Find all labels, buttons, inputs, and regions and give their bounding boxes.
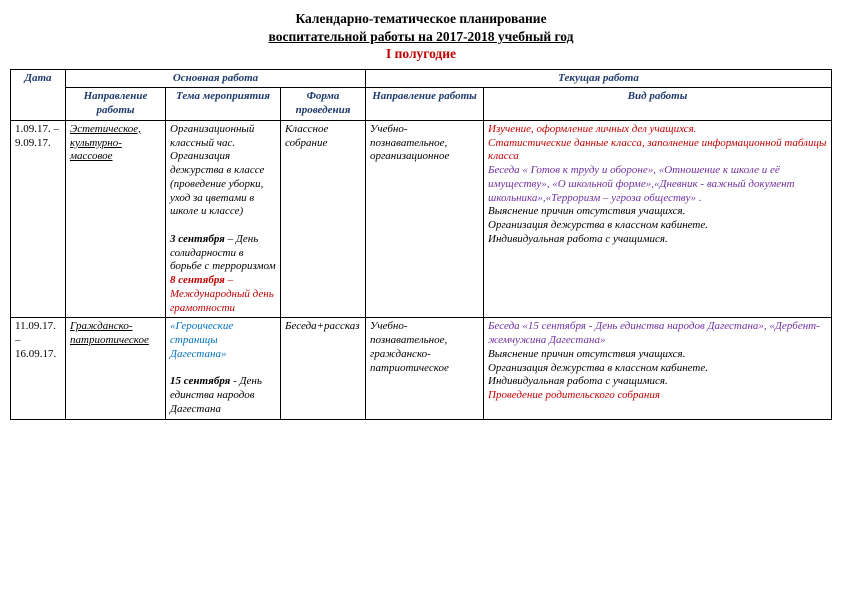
- title-line1: Календарно-тематическое планирование: [10, 10, 832, 28]
- title-block: Календарно-тематическое планирование вос…: [10, 10, 832, 63]
- title-line3: I полугодие: [10, 45, 832, 63]
- cell-direction: Гражданско-патриотическое: [66, 318, 166, 419]
- cell-date: 11.09.17. – 16.09.17.: [11, 318, 66, 419]
- th-direction: Направление работы: [66, 88, 166, 121]
- theme-p1: Организационный классный час.: [170, 123, 254, 149]
- header-row-2: Направление работы Тема мероприятия Форм…: [11, 88, 832, 121]
- th-main: Основная работа: [66, 69, 366, 88]
- type-red1: Изучение, оформление личных дел учащихся…: [488, 123, 696, 135]
- type-purple: Беседа «15 сентября - День единства наро…: [488, 320, 820, 346]
- theme-date2: 8 сентября: [170, 274, 225, 286]
- cell-type: Беседа «15 сентября - День единства наро…: [484, 318, 832, 419]
- type-black: Выяснение причин отсутствия учащихся. Ор…: [488, 205, 708, 245]
- th-direction2: Направление работы: [366, 88, 484, 121]
- cell-form: Классное собрание: [281, 120, 366, 318]
- cell-direction: Эстетическое, культурно-массовое: [66, 120, 166, 318]
- theme-blue: «Героические страницы Дагестана»: [170, 320, 233, 360]
- th-type: Вид работы: [484, 88, 832, 121]
- theme-date1: 15 сентября: [170, 375, 230, 387]
- th-form: Форма проведения: [281, 88, 366, 121]
- type-black: Выяснение причин отсутствия учащихся. Ор…: [488, 348, 708, 388]
- plan-table: Дата Основная работа Текущая работа Напр…: [10, 69, 832, 420]
- cell-theme: Организационный классный час. Организаци…: [166, 120, 281, 318]
- theme-date1: 3 сентября: [170, 233, 225, 245]
- th-theme: Тема мероприятия: [166, 88, 281, 121]
- theme-p2: Организация дежурства в классе (проведен…: [170, 150, 264, 217]
- cell-direction2: Учебно-познавательное, гражданско-патрио…: [366, 318, 484, 419]
- cell-form: Беседа+рассказ: [281, 318, 366, 419]
- th-date: Дата: [11, 69, 66, 120]
- cell-date: 1.09.17. – 9.09.17.: [11, 120, 66, 318]
- type-red2: Статистические данные класса, заполнение…: [488, 137, 826, 163]
- type-red: Проведение родительского собрания: [488, 389, 660, 401]
- cell-theme: «Героические страницы Дагестана» 15 сент…: [166, 318, 281, 419]
- table-row: 11.09.17. – 16.09.17. Гражданско-патриот…: [11, 318, 832, 419]
- header-row-1: Дата Основная работа Текущая работа: [11, 69, 832, 88]
- table-row: 1.09.17. – 9.09.17. Эстетическое, культу…: [11, 120, 832, 318]
- cell-direction2: Учебно-познавательное, организационное: [366, 120, 484, 318]
- title-line2: воспитательной работы на 2017-2018 учебн…: [10, 28, 832, 46]
- cell-type: Изучение, оформление личных дел учащихся…: [484, 120, 832, 318]
- type-purple: Беседа « Готов к труду и обороне», «Отно…: [488, 164, 795, 204]
- th-current: Текущая работа: [366, 69, 832, 88]
